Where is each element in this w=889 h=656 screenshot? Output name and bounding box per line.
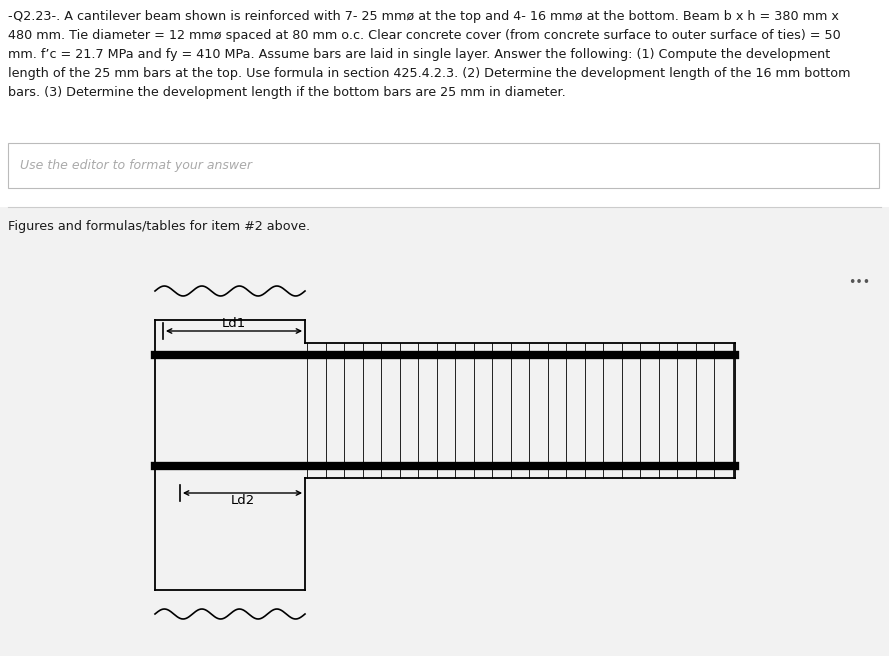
Text: bars. (3) Determine the development length if the bottom bars are 25 mm in diame: bars. (3) Determine the development leng… <box>8 86 565 99</box>
Text: -Q2.23-. A cantilever beam shown is reinforced with 7- 25 mmø at the top and 4- : -Q2.23-. A cantilever beam shown is rein… <box>8 10 839 23</box>
Text: •••: ••• <box>848 276 870 289</box>
Text: Ld1: Ld1 <box>222 317 246 330</box>
Bar <box>0 207 889 656</box>
Text: Use the editor to format your answer: Use the editor to format your answer <box>20 159 252 172</box>
Text: length of the 25 mm bars at the top. Use formula in section 425.4.2.3. (2) Deter: length of the 25 mm bars at the top. Use… <box>8 67 851 80</box>
Text: Figures and formulas/tables for item #2 above.: Figures and formulas/tables for item #2 … <box>8 220 310 233</box>
Bar <box>8 143 879 188</box>
Text: 480 mm. Tie diameter = 12 mmø spaced at 80 mm o.c. Clear concrete cover (from co: 480 mm. Tie diameter = 12 mmø spaced at … <box>8 29 841 42</box>
Text: mm. f’c = 21.7 MPa and fy = 410 MPa. Assume bars are laid in single layer. Answe: mm. f’c = 21.7 MPa and fy = 410 MPa. Ass… <box>8 48 830 61</box>
Text: Ld2: Ld2 <box>230 494 254 507</box>
